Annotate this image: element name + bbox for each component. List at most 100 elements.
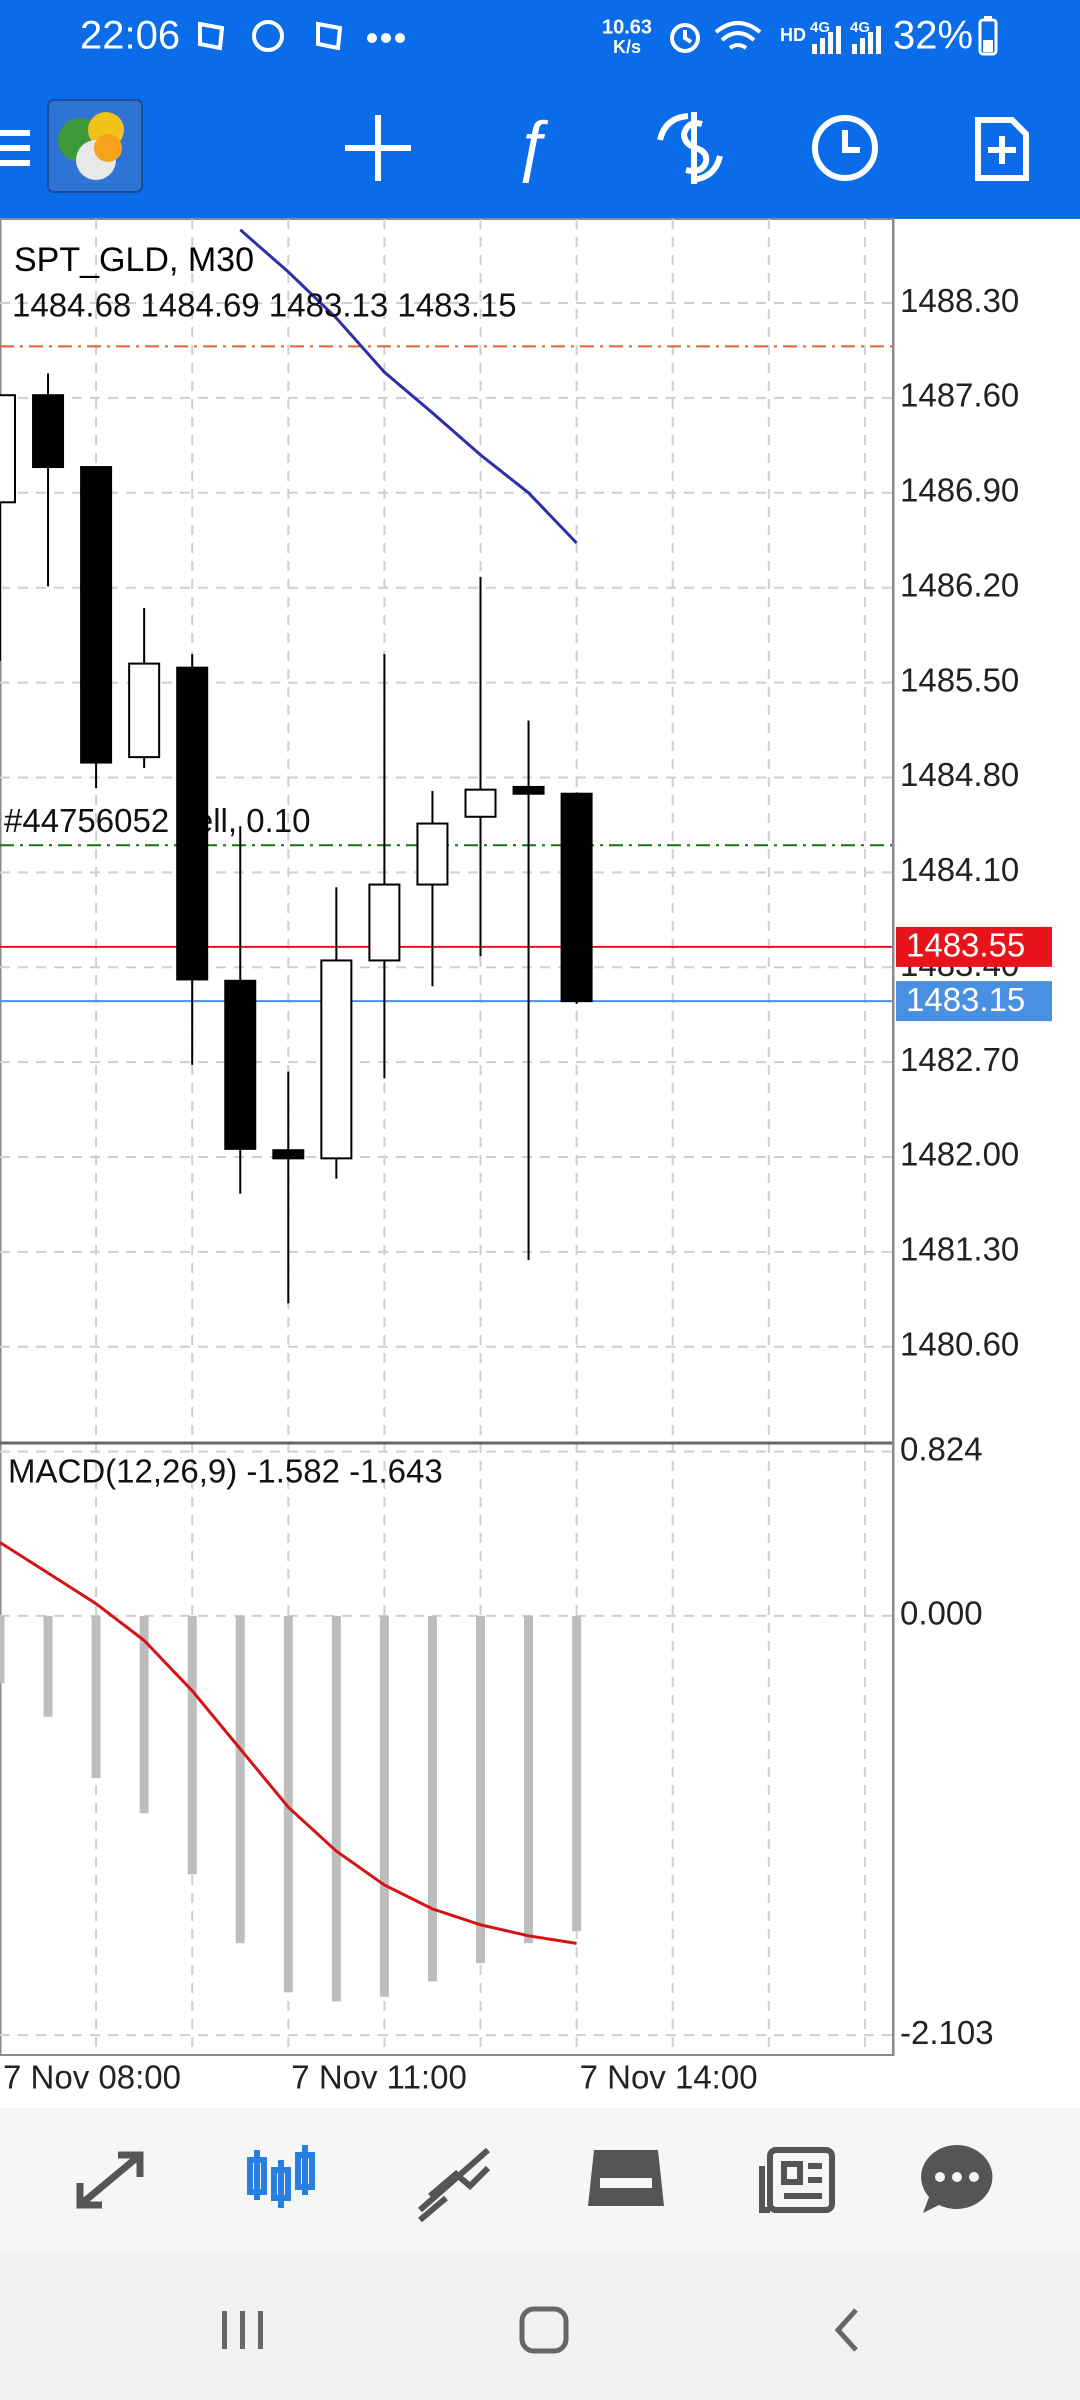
signal-type: 4G bbox=[810, 19, 830, 36]
menu-button[interactable] bbox=[0, 130, 30, 166]
y-tick-label: -2.103 bbox=[900, 2014, 994, 2051]
notification-icons-part bbox=[316, 21, 343, 51]
nav-news-part[interactable] bbox=[781, 2161, 803, 2185]
histogram-bar bbox=[283, 1615, 293, 1993]
y-tick-label: 1488.30 bbox=[900, 282, 1019, 319]
nav-trade[interactable] bbox=[418, 2147, 491, 2223]
back-button[interactable] bbox=[834, 2308, 858, 2352]
signal-bars bbox=[812, 26, 881, 54]
trade-button[interactable] bbox=[657, 112, 723, 184]
nav-messages-part[interactable] bbox=[969, 2172, 979, 2182]
indicators-button[interactable]: ƒ bbox=[513, 107, 551, 183]
new-order-button-part[interactable] bbox=[988, 136, 1016, 164]
chart-title: SPT_GLD, M30 bbox=[14, 241, 254, 279]
periods-button[interactable] bbox=[812, 115, 878, 181]
candle-body bbox=[368, 883, 401, 962]
battery-icon bbox=[978, 16, 998, 56]
app-logo[interactable] bbox=[47, 99, 143, 193]
new-order-button[interactable] bbox=[975, 117, 1029, 181]
histogram-bar bbox=[572, 1615, 582, 1932]
y-tick-label: 1487.60 bbox=[900, 377, 1019, 414]
x-tick-label: 7 Nov 11:00 bbox=[291, 2059, 467, 2096]
candle-body bbox=[224, 979, 257, 1150]
net-speed: 10.63 bbox=[602, 16, 652, 38]
histogram-bar bbox=[235, 1615, 245, 1944]
nav-history-part[interactable] bbox=[600, 2178, 652, 2188]
candle-body bbox=[416, 822, 449, 886]
signal-bars-part bbox=[820, 38, 825, 54]
network-type: HD bbox=[780, 25, 806, 45]
nav-messages-part[interactable] bbox=[952, 2172, 962, 2182]
candle-body bbox=[512, 785, 545, 795]
menu-button-part[interactable] bbox=[0, 160, 30, 166]
app-logo-part[interactable] bbox=[94, 134, 122, 162]
order-level-label: #44756052 sell, 0.10 bbox=[4, 802, 310, 839]
y-tick-label: 1486.20 bbox=[900, 566, 1019, 603]
alarm-wifi-icons-part bbox=[714, 21, 762, 50]
y-tick-label: 1482.70 bbox=[900, 1041, 1019, 1078]
notification-icons-part bbox=[252, 20, 284, 52]
indicator-line bbox=[0, 1541, 577, 1945]
menu-button-part[interactable] bbox=[0, 130, 30, 136]
bottom-nav bbox=[0, 2108, 1080, 2252]
signal-bars-part bbox=[852, 44, 857, 54]
recent-apps-button-part[interactable] bbox=[222, 2311, 227, 2349]
y-tick-label: 0.824 bbox=[900, 1430, 983, 1467]
histogram-bar bbox=[476, 1615, 485, 1964]
chart-ohlc: 1484.68 1484.69 1483.13 1483.15 bbox=[12, 287, 517, 324]
notification-icons-part bbox=[381, 33, 391, 43]
histogram-bar bbox=[43, 1615, 53, 1717]
trade-button-part[interactable] bbox=[657, 113, 689, 141]
y-tick-label: 1480.60 bbox=[900, 1325, 1019, 1362]
candle-body bbox=[272, 1149, 305, 1160]
new-order-button-part[interactable] bbox=[975, 117, 1029, 181]
x-tick-label: 7 Nov 14:00 bbox=[580, 2059, 758, 2096]
nav-trade-part[interactable] bbox=[418, 2147, 491, 2223]
candle-body bbox=[176, 666, 209, 981]
nav-messages-part[interactable] bbox=[935, 2172, 945, 2182]
candle-body bbox=[0, 394, 16, 504]
nav-messages[interactable] bbox=[921, 2145, 993, 2213]
nav-history[interactable] bbox=[588, 2150, 664, 2206]
recent-apps-button[interactable] bbox=[222, 2311, 263, 2349]
signal-bars-part bbox=[828, 32, 833, 54]
candle-body bbox=[464, 788, 497, 818]
alarm-wifi-icons-part bbox=[683, 30, 693, 44]
home-button[interactable] bbox=[519, 2306, 569, 2354]
nav-quotes-part[interactable] bbox=[76, 2151, 144, 2209]
nav-news-part[interactable] bbox=[759, 2163, 822, 2213]
notification-icons-part bbox=[395, 33, 405, 43]
candle-body bbox=[80, 466, 113, 764]
histogram-bar bbox=[187, 1615, 197, 1875]
histogram-bar bbox=[139, 1615, 149, 1814]
price-tag bbox=[896, 981, 1052, 1022]
nav-news-part[interactable] bbox=[767, 2147, 835, 2213]
signal-bars-part bbox=[812, 44, 817, 54]
notification-icons-part bbox=[367, 33, 377, 43]
signal-bars-part bbox=[876, 26, 881, 54]
nav-chart[interactable] bbox=[247, 2145, 315, 2208]
nav-quotes[interactable] bbox=[76, 2151, 144, 2209]
nav-chart-part[interactable] bbox=[254, 2145, 308, 2208]
signal-type: 4G bbox=[850, 19, 870, 36]
indicator-line bbox=[239, 228, 578, 545]
recent-apps-button-part[interactable] bbox=[240, 2311, 245, 2349]
y-tick-label: 1485.50 bbox=[900, 661, 1019, 698]
system-nav bbox=[0, 2252, 1080, 2400]
net-speed-unit: K/s bbox=[613, 37, 641, 57]
menu-button-part[interactable] bbox=[0, 145, 30, 151]
y-tick-label: 1482.00 bbox=[900, 1136, 1019, 1173]
status-time: 22:06 bbox=[80, 14, 180, 58]
periods-button-part[interactable] bbox=[812, 115, 878, 181]
battery-level: 32% bbox=[893, 14, 973, 58]
y-tick-label: 1481.30 bbox=[900, 1231, 1019, 1268]
nav-news[interactable] bbox=[759, 2147, 835, 2213]
periods-button-part[interactable] bbox=[842, 130, 860, 153]
crosshair-button[interactable] bbox=[345, 115, 411, 181]
price-pane: #44756052 sell, 0.10 bbox=[0, 219, 893, 1443]
alarm-wifi-icons-part bbox=[670, 23, 700, 53]
recent-apps-button-part[interactable] bbox=[258, 2311, 263, 2349]
macd-pane bbox=[0, 1443, 893, 2055]
x-tick-label: 7 Nov 08:00 bbox=[3, 2059, 181, 2096]
